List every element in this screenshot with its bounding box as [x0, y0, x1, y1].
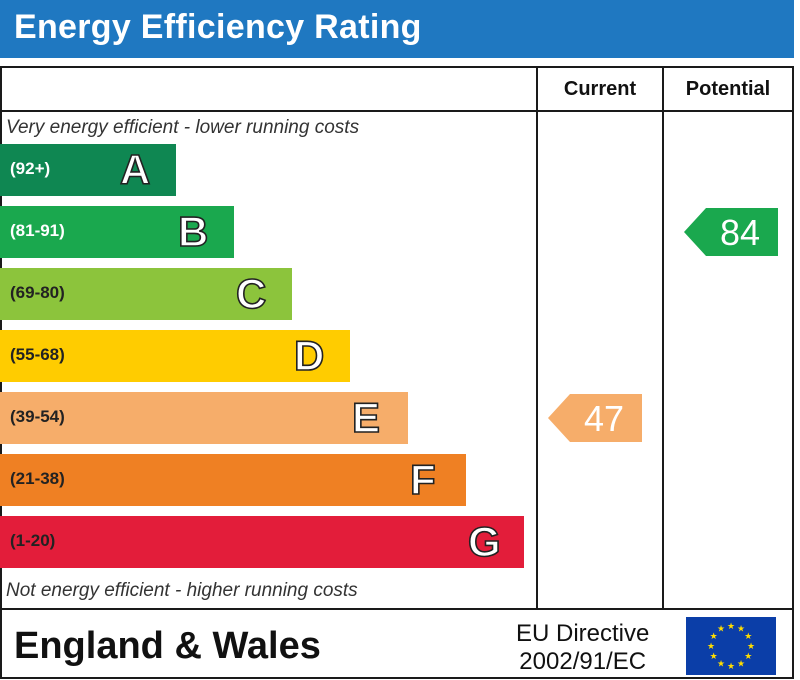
- current-rating-marker: 47: [548, 394, 642, 442]
- band-c: (69-80) C: [0, 268, 292, 320]
- eu-star-icon: ★: [747, 642, 755, 652]
- eu-star-icon: ★: [710, 652, 718, 662]
- eu-star-icon: ★: [737, 625, 745, 635]
- band-a-letter: A: [119, 145, 151, 194]
- potential-rating-marker: 84: [684, 208, 778, 256]
- header-row-divider: [0, 110, 794, 112]
- current-column-header: Current: [563, 78, 637, 100]
- chart-title: Energy Efficiency Rating: [14, 8, 422, 46]
- potential-rating-value: 84: [719, 212, 761, 253]
- region-label: England & Wales: [14, 625, 321, 667]
- band-a: (92+) A: [0, 144, 176, 196]
- band-a-range: (92+): [10, 159, 51, 178]
- current-rating-value: 47: [583, 398, 625, 439]
- band-e-range: (39-54): [10, 407, 65, 426]
- eu-directive-line1: EU Directive: [516, 620, 650, 647]
- potential-marker-arrow: [684, 208, 778, 256]
- eu-star-icon: ★: [727, 662, 735, 672]
- band-b-range: (81-91): [10, 221, 65, 240]
- eu-flag-icon: ★ ★ ★ ★ ★ ★ ★ ★ ★ ★ ★ ★: [686, 617, 776, 675]
- band-b-letter: B: [177, 207, 209, 256]
- eu-stars-icon: ★ ★★★★★★★★★★★: [707, 622, 755, 672]
- eu-directive: EU Directive 2002/91/EC: [516, 620, 649, 676]
- eu-star-icon: ★: [744, 652, 752, 662]
- top-caption: Very energy efficient - lower running co…: [6, 117, 360, 138]
- potential-column-divider: [662, 66, 664, 610]
- band-d: (55-68) D: [0, 330, 350, 382]
- band-e-letter: E: [351, 393, 381, 442]
- band-f-letter: F: [409, 455, 436, 504]
- eu-star-icon: ★: [744, 632, 752, 642]
- band-c-letter: C: [235, 269, 267, 318]
- eu-star-icon: ★: [707, 642, 715, 652]
- band-g-letter: G: [467, 517, 501, 566]
- eu-star-icon: ★: [717, 659, 725, 669]
- band-d-range: (55-68): [10, 345, 65, 364]
- band-f-range: (21-38): [10, 469, 65, 488]
- current-column-divider: [536, 66, 538, 610]
- eu-star-icon: ★: [717, 625, 725, 635]
- eu-star-icon: ★: [710, 632, 718, 642]
- potential-column-header: Potential: [685, 78, 771, 100]
- eu-star-icon: ★: [737, 659, 745, 669]
- band-g-range: (1-20): [10, 531, 56, 550]
- band-d-letter: D: [293, 331, 325, 380]
- eu-star-icon: ★: [727, 622, 735, 632]
- eu-directive-line2: 2002/91/EC: [519, 648, 647, 675]
- band-e: (39-54) E: [0, 392, 408, 444]
- title-bar: Energy Efficiency Rating: [0, 0, 794, 58]
- band-g: (1-20) G: [0, 516, 524, 568]
- band-c-range: (69-80): [10, 283, 65, 302]
- band-b: (81-91) B: [0, 206, 234, 258]
- current-marker-arrow: [548, 394, 642, 442]
- band-f: (21-38) F: [0, 454, 466, 506]
- footer-row-divider: [0, 608, 794, 610]
- bottom-caption: Not energy efficient - higher running co…: [6, 580, 358, 601]
